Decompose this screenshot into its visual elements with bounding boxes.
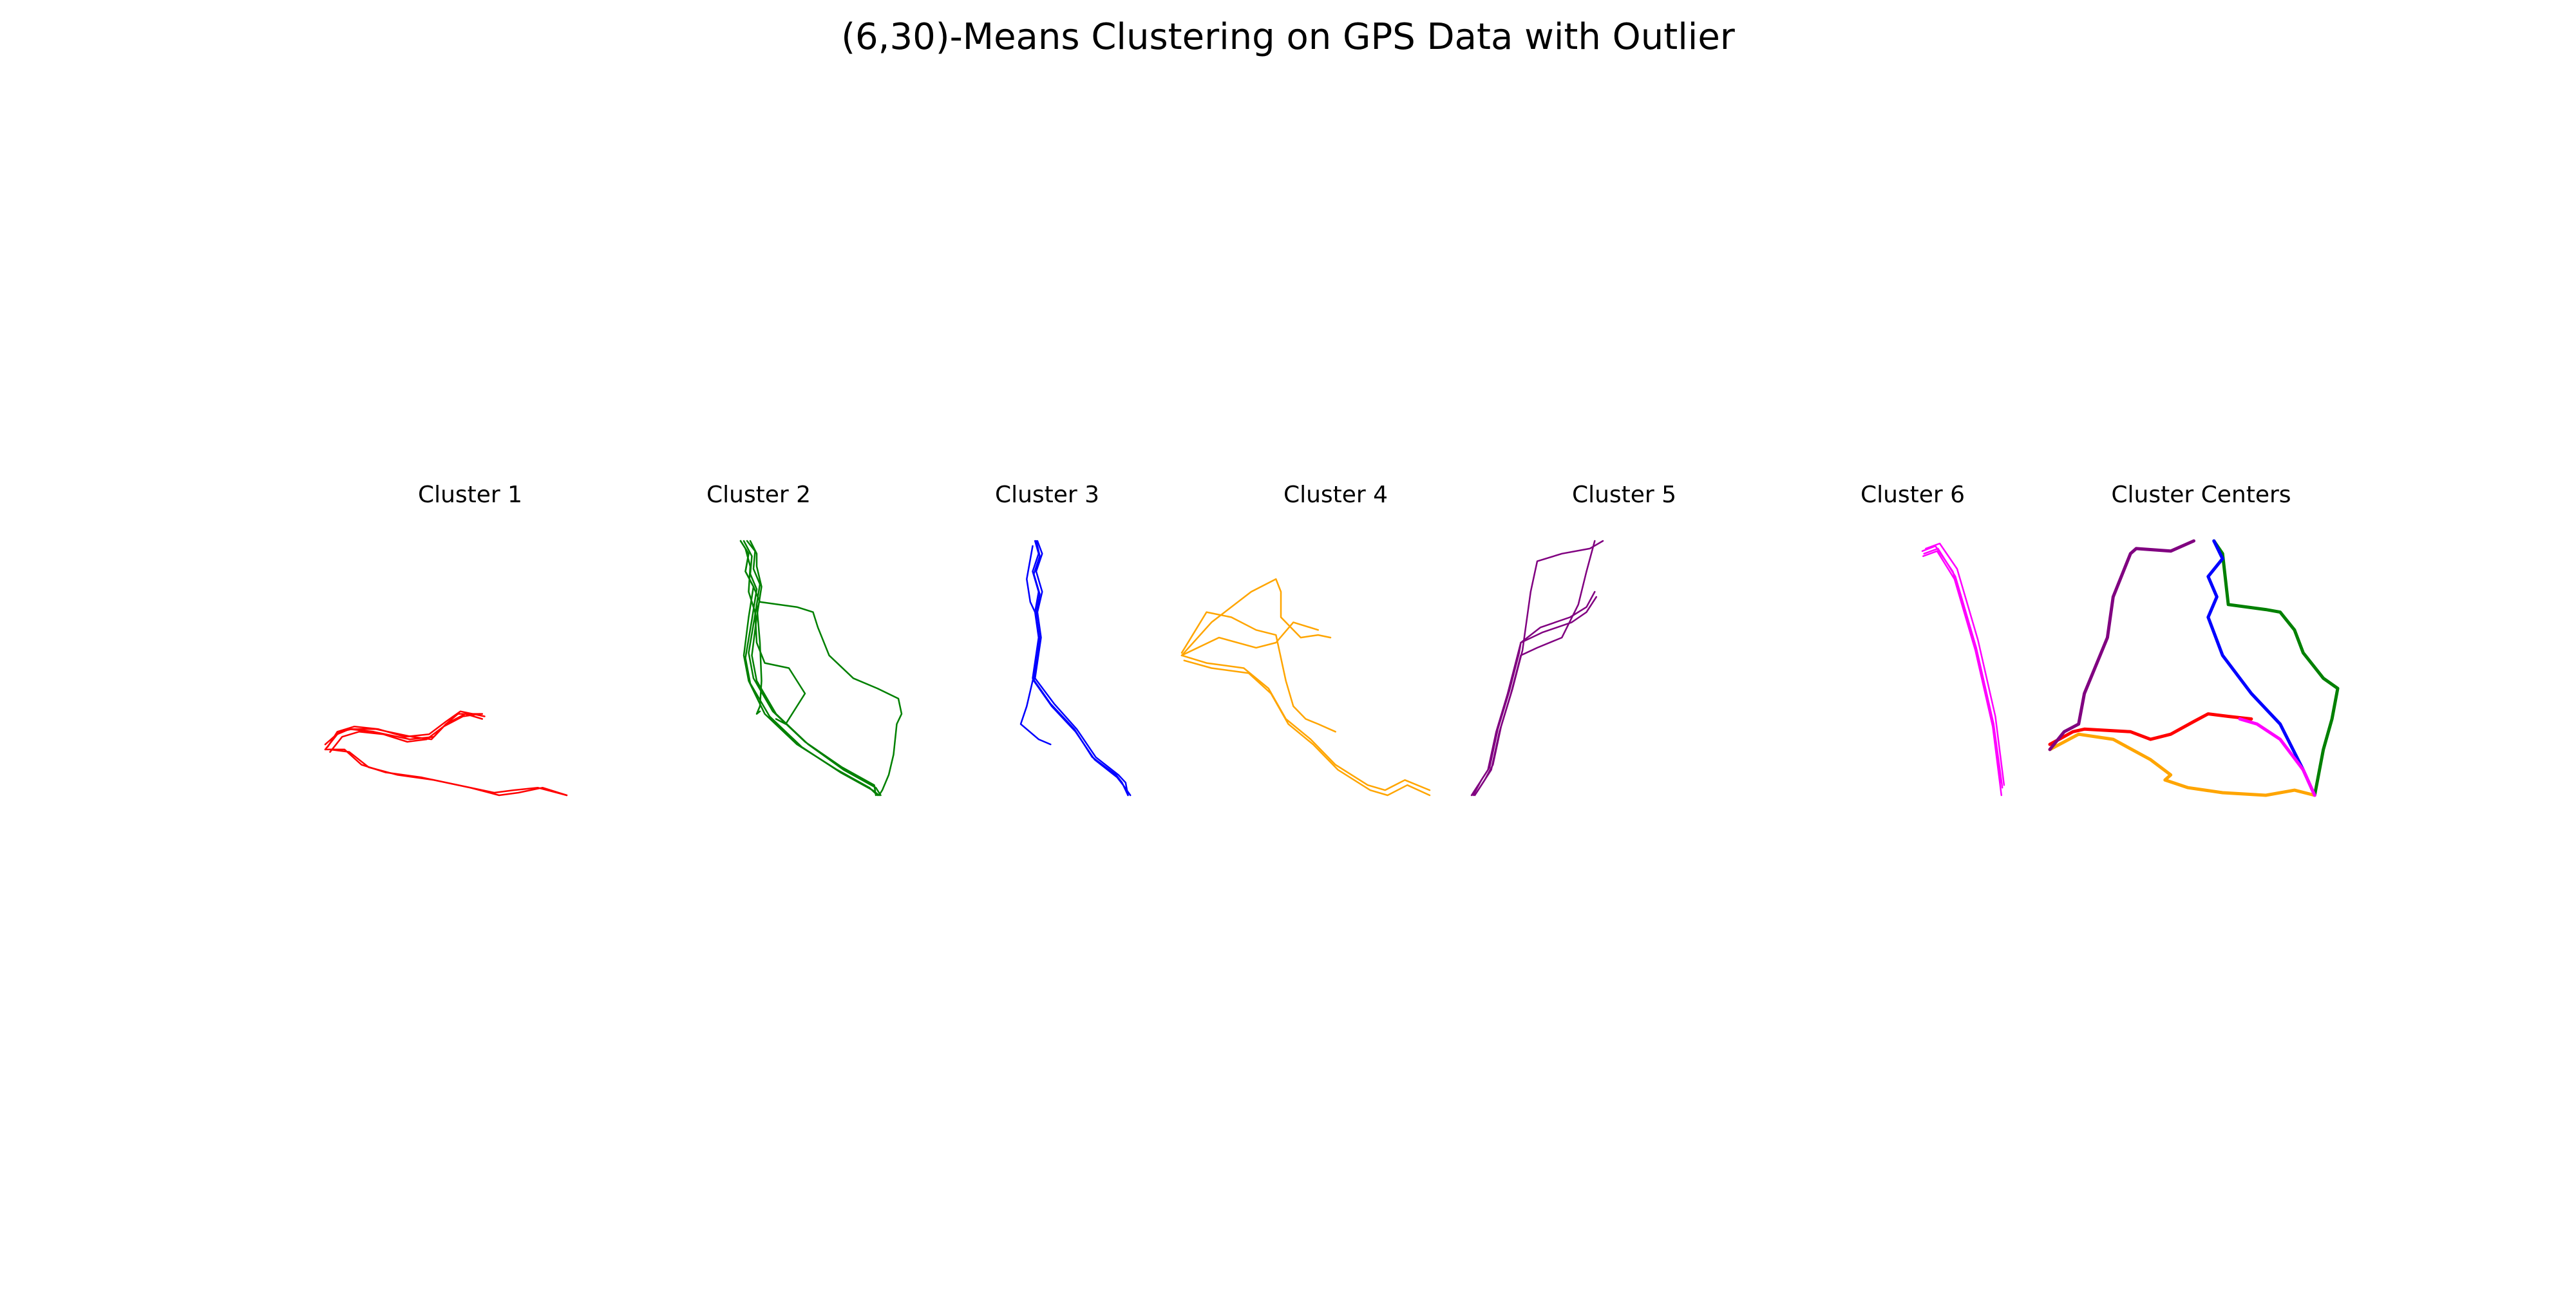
trajectory-6-3 bbox=[1925, 542, 2005, 786]
trajectory-6-2 bbox=[1923, 547, 2003, 789]
trajectory-3-5 bbox=[1019, 652, 1052, 746]
trajectory-1-2 bbox=[327, 710, 486, 748]
trajectory-4-2 bbox=[1183, 659, 1431, 797]
trajectory-1-4 bbox=[324, 713, 484, 746]
panel-title-5: Cluster 5 bbox=[1571, 482, 1677, 508]
trajectory-5-4 bbox=[1475, 540, 1604, 794]
trajectory-2-7 bbox=[739, 540, 903, 797]
trajectory-4-1 bbox=[1180, 654, 1431, 791]
trajectory-3-4 bbox=[1026, 545, 1036, 613]
trajectory-4-4 bbox=[1180, 578, 1332, 657]
panel-7-trajectories bbox=[2048, 539, 2340, 797]
panel-2-trajectories bbox=[739, 540, 903, 797]
center-trajectory-7-1 bbox=[2048, 712, 2253, 746]
trajectory-3-3 bbox=[1034, 540, 1129, 797]
trajectory-4-5 bbox=[1180, 621, 1320, 657]
panel-title-4: Cluster 4 bbox=[1283, 482, 1388, 508]
center-trajectory-7-3 bbox=[2206, 539, 2316, 797]
chart-title: (6,30)-Means Clustering on GPS Data with… bbox=[841, 16, 1735, 58]
panel-title-1: Cluster 1 bbox=[417, 482, 523, 508]
trajectory-4-3 bbox=[1180, 611, 1336, 733]
panel-4-trajectories bbox=[1180, 578, 1431, 797]
center-trajectory-7-4 bbox=[2048, 732, 2316, 797]
trajectory-2-4 bbox=[749, 540, 882, 797]
center-trajectory-7-5 bbox=[2048, 539, 2195, 751]
trajectory-2-3 bbox=[746, 540, 877, 797]
panel-title-6: Cluster 6 bbox=[1860, 482, 1965, 508]
trajectory-1-3 bbox=[329, 713, 481, 753]
center-trajectory-7-2 bbox=[2212, 539, 2340, 797]
panel-3-trajectories bbox=[1019, 540, 1132, 797]
trajectory-5-2 bbox=[1472, 596, 1598, 797]
panel-5-trajectories bbox=[1470, 540, 1604, 797]
trajectory-5-3 bbox=[1473, 540, 1596, 797]
trajectory-3-1 bbox=[1032, 540, 1129, 797]
trajectory-3-2 bbox=[1033, 540, 1132, 797]
trajectory-6-4 bbox=[1922, 550, 2003, 797]
panel-title-3: Cluster 3 bbox=[994, 482, 1100, 508]
panel-title-centers: Cluster Centers bbox=[2111, 482, 2291, 508]
center-trajectory-7-6 bbox=[2238, 717, 2316, 797]
panel-title-2: Cluster 2 bbox=[706, 482, 811, 508]
trajectory-1-1 bbox=[324, 713, 484, 751]
trajectory-1-6 bbox=[329, 748, 568, 797]
panel-1-trajectories bbox=[324, 710, 568, 797]
trajectory-2-2 bbox=[743, 540, 880, 797]
trajectory-2-6 bbox=[755, 603, 762, 715]
trajectory-1-5 bbox=[324, 748, 568, 797]
panel-6-trajectories bbox=[1921, 542, 2005, 797]
